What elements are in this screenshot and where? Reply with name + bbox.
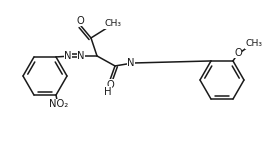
Text: N: N [64,51,72,61]
Text: CH₃: CH₃ [104,19,121,28]
Text: NO₂: NO₂ [49,99,69,109]
Text: O: O [76,16,84,26]
Text: CH₃: CH₃ [245,40,262,48]
Text: N: N [127,58,135,68]
Text: O: O [106,80,114,90]
Text: O: O [234,48,242,58]
Text: H: H [104,87,112,97]
Text: N: N [77,51,85,61]
